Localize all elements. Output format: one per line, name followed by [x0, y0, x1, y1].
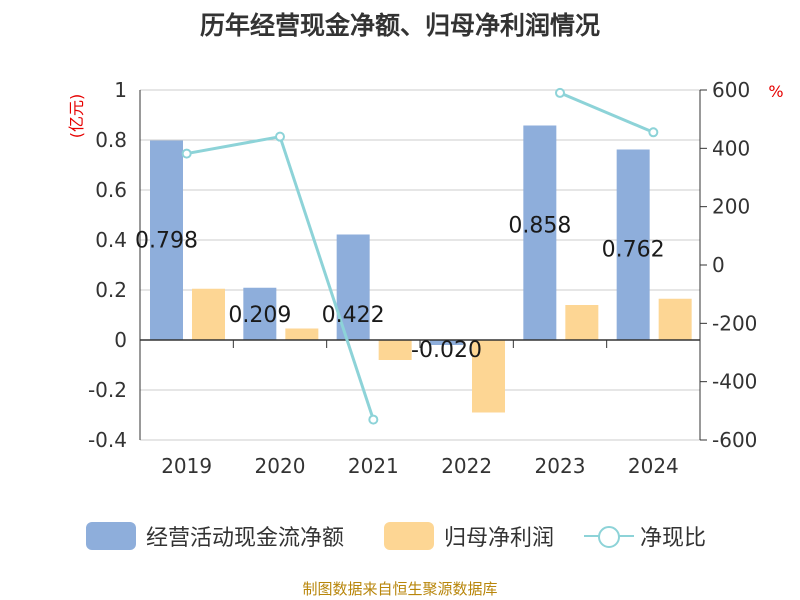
legend: 经营活动现金流净额 归母净利润 净现比	[0, 516, 800, 556]
bar-netprofit	[658, 298, 692, 340]
legend-label-cashflow: 经营活动现金流净额	[146, 526, 345, 551]
ratio-line-segment	[558, 91, 655, 134]
bar-cashflow	[616, 149, 650, 340]
right-tick-label: 0	[712, 253, 725, 277]
left-axis-unit: (亿元)	[67, 94, 86, 139]
right-tick-label: 600	[712, 78, 750, 102]
data-label: 0.798	[135, 229, 198, 254]
bar-cashflow	[243, 287, 277, 340]
left-tick-label: 0.4	[95, 228, 127, 252]
ratio-line-segment	[185, 135, 282, 156]
data-label-group: 0.798 0.209 0.422 -0.020 0.858 0.762	[135, 214, 665, 364]
legend-item-ratio: 净现比	[584, 516, 706, 556]
bar-cashflow	[523, 125, 557, 340]
left-tick-label: 0.6	[95, 178, 127, 202]
legend-swatch-cashflow	[86, 522, 136, 550]
source-note: 制图数据来自恒生聚源数据库	[302, 580, 498, 598]
category-label: 2024	[628, 454, 679, 478]
bar-cashflow	[430, 340, 463, 345]
data-label: 0.858	[508, 214, 571, 239]
bar-netprofit	[472, 340, 505, 413]
bar-netprofit	[565, 305, 599, 340]
data-label: -0.020	[411, 338, 482, 363]
left-tick-label: 0.2	[95, 278, 127, 302]
right-axis-unit: %	[768, 82, 783, 101]
legend-item-netprofit: 归母净利润	[384, 516, 554, 556]
axes: 1 0.8 0.6 0.4 0.2 0 -0.2 -0.4 600 400 200 0 -200 -400…	[88, 78, 757, 478]
bar-netprofit	[378, 340, 412, 360]
ratio-point	[181, 148, 192, 159]
category-label: 2021	[348, 454, 399, 478]
ratio-line-group	[181, 87, 659, 425]
bar-cashflow	[150, 140, 183, 340]
data-label: 0.762	[602, 238, 665, 263]
grid-lines	[140, 89, 700, 441]
right-tick-label: -200	[712, 311, 757, 335]
ratio-point	[648, 127, 659, 138]
ratio-line-segment	[278, 135, 375, 422]
category-label: 2020	[255, 454, 306, 478]
data-label: 0.422	[322, 303, 385, 328]
legend-label-ratio: 净现比	[640, 526, 707, 551]
left-tick-label: -0.4	[88, 428, 127, 452]
left-tick-label: 0	[114, 328, 127, 352]
left-tick-label: 0.8	[95, 128, 127, 152]
right-tick-label: 200	[712, 195, 750, 219]
ratio-point	[555, 87, 565, 98]
ratio-point	[368, 414, 379, 425]
legend-label-netprofit: 归母净利润	[444, 526, 555, 551]
right-tick-label: 400	[712, 136, 750, 160]
left-tick-label: 1	[114, 78, 127, 102]
legend-swatch-ratio	[584, 522, 634, 550]
bar-group	[150, 125, 692, 413]
right-tick-label: -600	[712, 428, 757, 452]
chart-title: 历年经营现金净额、归母净利润情况	[199, 11, 600, 40]
legend-swatch-netprofit	[384, 522, 434, 550]
legend-item-cashflow: 经营活动现金流净额	[86, 516, 344, 556]
category-label: 2019	[161, 454, 212, 478]
ratio-point	[275, 131, 285, 142]
right-tick-label: -400	[712, 370, 757, 394]
bar-netprofit	[192, 288, 225, 340]
left-tick-label: -0.2	[88, 378, 127, 402]
data-label: 0.209	[228, 303, 291, 328]
category-label: 2023	[535, 454, 586, 478]
bar-netprofit	[285, 328, 319, 340]
category-label: 2022	[441, 454, 492, 478]
